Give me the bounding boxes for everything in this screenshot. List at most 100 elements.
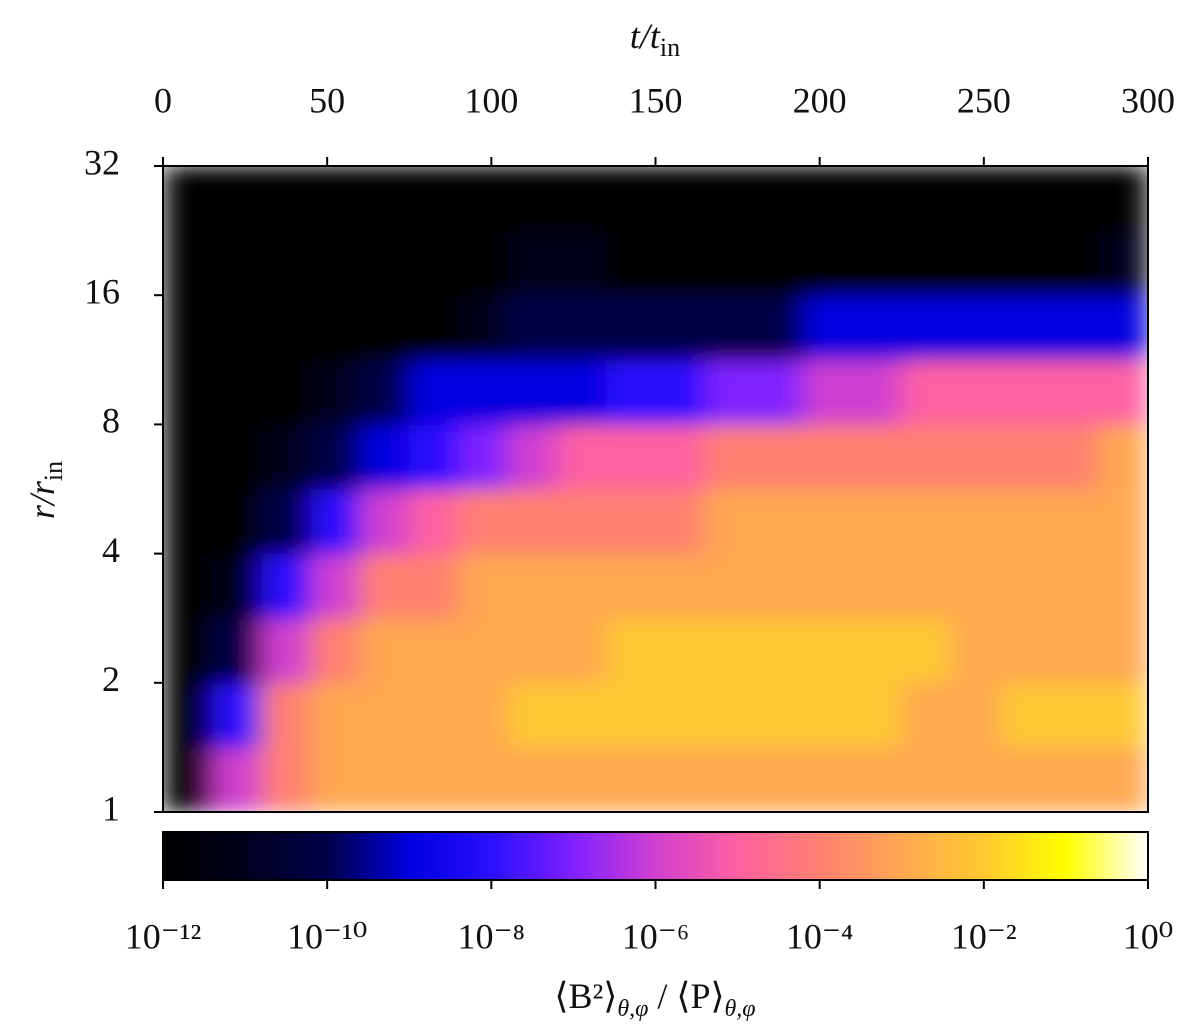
heatmap-cell (852, 295, 903, 361)
heatmap-cell (360, 424, 410, 490)
heatmap-cell (606, 166, 656, 232)
heatmap-cell (606, 230, 656, 296)
heatmap-cell (507, 488, 558, 555)
heatmap-cell (163, 747, 213, 812)
heatmap-cell (360, 166, 410, 232)
heatmap-cell (852, 553, 903, 619)
heatmap-cell (1049, 488, 1100, 555)
heatmap-cell (310, 553, 361, 619)
heatmap-cell (1098, 230, 1148, 296)
heatmap-cell (655, 359, 706, 425)
heatmap-cell (1098, 553, 1148, 619)
heatmap-cell (310, 747, 361, 812)
heatmap-cell (704, 359, 755, 425)
heatmap-cell (1000, 618, 1050, 684)
heatmap-cell (852, 359, 903, 425)
heatmap-cell (507, 166, 558, 232)
heatmap-cell (951, 230, 1001, 296)
heatmap-cell (458, 488, 509, 555)
heatmap-cell (163, 488, 213, 555)
heatmap-cell (852, 747, 903, 812)
colorbar-tick-label: 10⁻⁶ (622, 916, 690, 956)
heatmap-cell (1000, 424, 1050, 490)
heatmap-cell (754, 618, 804, 684)
heatmap-cell (606, 488, 656, 555)
heatmap-cell (458, 618, 509, 684)
heatmap-cell (163, 618, 213, 684)
colorbar-tick-label: 10⁰ (1123, 916, 1173, 956)
heatmap-cell (507, 682, 558, 748)
heatmap-cell (803, 553, 853, 619)
heatmap-cell (754, 488, 804, 555)
heatmap-cell (1000, 488, 1050, 555)
heatmap-cell (409, 166, 459, 232)
heatmap-cell (458, 424, 509, 490)
heatmap-cell (507, 618, 558, 684)
heatmap-cell (1049, 230, 1100, 296)
heatmap-cell (212, 230, 262, 296)
heatmap-cell (951, 682, 1001, 748)
heatmap-cell (409, 230, 459, 296)
heatmap-cell (803, 488, 853, 555)
heatmap-cell (803, 424, 853, 490)
heatmap-cell (212, 424, 262, 490)
heatmap-cell (1098, 618, 1148, 684)
x-tick-label: 250 (957, 80, 1011, 120)
heatmap-cell (901, 359, 952, 425)
heatmap-cell (261, 166, 312, 232)
heatmap-cell (754, 747, 804, 812)
heatmap-cell (458, 747, 509, 812)
heatmap-cell (1000, 295, 1050, 361)
heatmap-cell (261, 682, 312, 748)
heatmap-cell (261, 230, 312, 296)
heatmap-cell (704, 553, 755, 619)
heatmap-cell (507, 747, 558, 812)
heatmap-cell (409, 295, 459, 361)
x-tick-label: 150 (629, 80, 683, 120)
heatmap-cell (212, 747, 262, 812)
heatmap-cell (557, 424, 607, 490)
heatmap-cell (754, 295, 804, 361)
heatmap-cell (360, 682, 410, 748)
heatmap-cell (852, 618, 903, 684)
heatmap-cell (409, 682, 459, 748)
cbar-label-sub: θ,φ (617, 996, 648, 1022)
heatmap-cell (655, 230, 706, 296)
y-axis-label: r/rin (22, 461, 68, 519)
heatmap-cell (852, 424, 903, 490)
heatmap-cell (754, 424, 804, 490)
y-tick-label: 32 (84, 142, 120, 182)
heatmap-cell (360, 359, 410, 425)
heatmap-cell (409, 553, 459, 619)
heatmap-cell (557, 359, 607, 425)
heatmap-cell (1098, 488, 1148, 555)
heatmap-cell (901, 553, 952, 619)
heatmap-cell (163, 295, 213, 361)
heatmap-cell (901, 166, 952, 232)
colorbar-tick-label: 10⁻¹² (125, 916, 202, 956)
x-tick-label: 0 (154, 80, 172, 120)
x-axis-label: t/tin (630, 16, 680, 62)
heatmap-cell (704, 747, 755, 812)
heatmap-cell (1098, 359, 1148, 425)
heatmap-cell (901, 488, 952, 555)
heatmap-cell (606, 359, 656, 425)
heatmap-cell (655, 166, 706, 232)
x-label-sub: in (660, 33, 680, 62)
heatmap-cell (852, 230, 903, 296)
heatmap-cell (557, 618, 607, 684)
heatmap-cell (901, 618, 952, 684)
heatmap-cell (1000, 682, 1050, 748)
heatmap-cell (409, 488, 459, 555)
heatmap-cell (1049, 618, 1100, 684)
y-tick-label: 16 (84, 271, 120, 311)
heatmap-cell (1098, 295, 1148, 361)
heatmap-cell (803, 747, 853, 812)
heatmap-cell (557, 682, 607, 748)
heatmap-cell (803, 682, 853, 748)
heatmap-cell (803, 359, 853, 425)
heatmap-cell (1000, 166, 1050, 232)
heatmap-cell (655, 295, 706, 361)
heatmap-cell (261, 295, 312, 361)
